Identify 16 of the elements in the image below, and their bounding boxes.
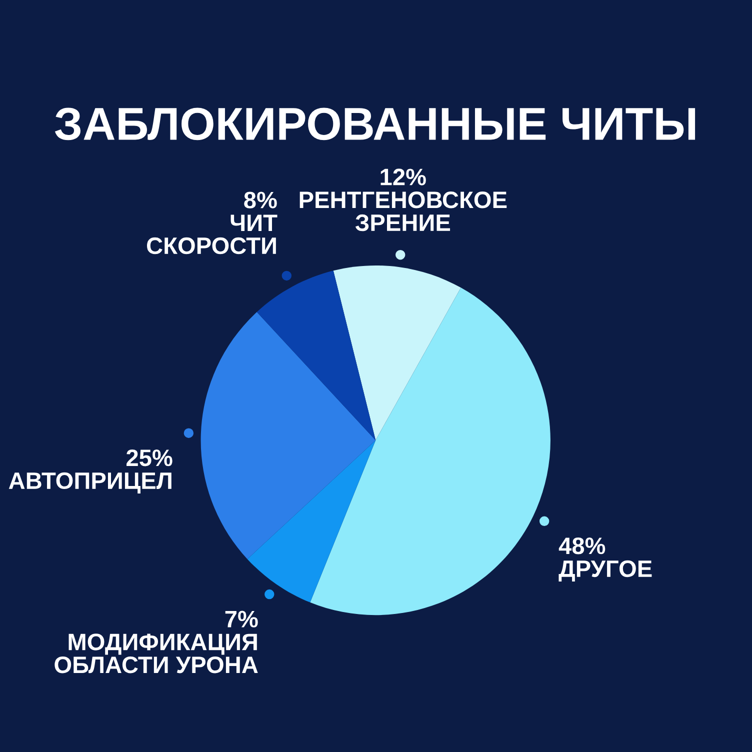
data-label: 48% — [558, 537, 606, 554]
slice-label: РЕНТГЕНОВСКОЕ ЗРЕНИЕ — [300, 192, 507, 232]
slice-label: ДРУГОЕ — [558, 560, 652, 582]
pie-slice — [247, 440, 376, 602]
chart-title: ЗАБЛОКИРОВАННЫЕ ЧИТЫ — [54, 108, 696, 140]
data-label: 12% — [380, 168, 426, 186]
slice-label: АВТОПРИЦЕЛ — [8, 472, 172, 494]
slice-label: МОДИФИКАЦИЯ ОБЛАСТИ УРОНА — [54, 634, 258, 674]
slice-label: ЧИТ СКОРОСТИ — [147, 214, 278, 254]
pie-slice — [310, 288, 550, 616]
pie-slice — [200, 312, 376, 560]
pie-slice — [256, 270, 376, 440]
data-label: 7% — [225, 610, 258, 628]
data-label: 25% — [126, 449, 172, 466]
pie-slice — [333, 265, 461, 440]
data-label: 8% — [244, 192, 277, 208]
